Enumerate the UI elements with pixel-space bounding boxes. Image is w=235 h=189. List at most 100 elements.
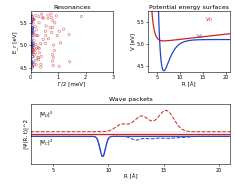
Point	[32, 39, 36, 42]
Point	[38, 51, 41, 54]
Point	[34, 14, 38, 17]
Point	[47, 37, 50, 40]
Point	[31, 55, 35, 58]
Point	[31, 46, 34, 49]
Point	[31, 34, 35, 37]
Point	[31, 51, 34, 54]
X-axis label: R [Å]: R [Å]	[182, 82, 196, 87]
Point	[29, 33, 33, 36]
Point	[35, 29, 38, 32]
Point	[53, 21, 57, 24]
Point	[29, 19, 33, 22]
Point	[34, 43, 38, 46]
Point	[29, 28, 33, 31]
Point	[41, 38, 45, 41]
X-axis label: R [Å]: R [Å]	[124, 174, 137, 179]
Point	[33, 51, 37, 54]
Point	[30, 21, 34, 24]
Point	[29, 50, 33, 53]
Point	[29, 45, 33, 48]
Point	[50, 31, 53, 34]
Point	[35, 47, 39, 50]
Point	[36, 34, 40, 37]
Point	[29, 31, 33, 34]
Point	[29, 32, 33, 35]
Point	[59, 41, 63, 44]
Point	[39, 42, 43, 45]
Point	[29, 43, 32, 46]
Point	[51, 56, 55, 59]
Point	[49, 16, 53, 19]
Point	[31, 18, 35, 21]
Point	[31, 22, 35, 25]
Point	[29, 26, 33, 29]
Point	[34, 63, 38, 66]
Point	[29, 46, 33, 50]
Point	[62, 28, 65, 31]
Point	[32, 31, 35, 34]
Point	[33, 48, 37, 51]
Point	[29, 61, 33, 64]
Point	[46, 13, 50, 16]
Point	[31, 27, 34, 30]
Y-axis label: V [eV]: V [eV]	[130, 33, 135, 50]
Point	[30, 62, 33, 65]
Point	[43, 42, 47, 45]
Point	[31, 27, 34, 30]
Point	[32, 53, 36, 57]
Point	[29, 51, 33, 54]
Text: $V_C$: $V_C$	[196, 32, 204, 41]
Point	[48, 26, 52, 29]
Point	[31, 65, 34, 68]
Text: $|\Psi_C|^2$: $|\Psi_C|^2$	[39, 138, 54, 148]
Point	[29, 51, 33, 54]
Point	[30, 42, 34, 45]
Point	[31, 19, 35, 22]
X-axis label: Γ/2 [meV]: Γ/2 [meV]	[58, 82, 85, 87]
Point	[30, 64, 33, 67]
Point	[30, 13, 33, 16]
Point	[29, 39, 33, 42]
Point	[39, 55, 43, 58]
Point	[51, 53, 54, 56]
Point	[29, 41, 33, 44]
Point	[29, 41, 33, 44]
Point	[29, 14, 32, 17]
Title: Resonances: Resonances	[53, 5, 90, 10]
Point	[37, 15, 41, 18]
Point	[30, 15, 34, 18]
Point	[29, 50, 33, 53]
Point	[67, 33, 71, 36]
Point	[55, 34, 59, 37]
Point	[40, 16, 44, 19]
Point	[49, 12, 53, 15]
Point	[68, 60, 71, 63]
Point	[51, 19, 55, 22]
Title: Potential energy surfaces: Potential energy surfaces	[149, 5, 229, 10]
Point	[30, 45, 34, 48]
Point	[30, 45, 33, 48]
Point	[37, 47, 41, 50]
Point	[79, 15, 83, 18]
Point	[31, 61, 35, 64]
Point	[30, 53, 33, 56]
Point	[29, 29, 33, 32]
Point	[29, 21, 33, 24]
Point	[51, 26, 54, 29]
Point	[29, 44, 33, 47]
Point	[46, 17, 50, 20]
Point	[35, 34, 39, 37]
Point	[31, 64, 35, 67]
Point	[44, 24, 48, 27]
Point	[29, 17, 32, 20]
Point	[31, 43, 35, 46]
Point	[29, 68, 33, 71]
Point	[29, 57, 33, 60]
Point	[31, 45, 35, 48]
Point	[52, 43, 55, 46]
Point	[39, 63, 43, 66]
Point	[31, 48, 35, 51]
Point	[31, 31, 34, 34]
Point	[29, 46, 33, 49]
Point	[30, 28, 34, 31]
